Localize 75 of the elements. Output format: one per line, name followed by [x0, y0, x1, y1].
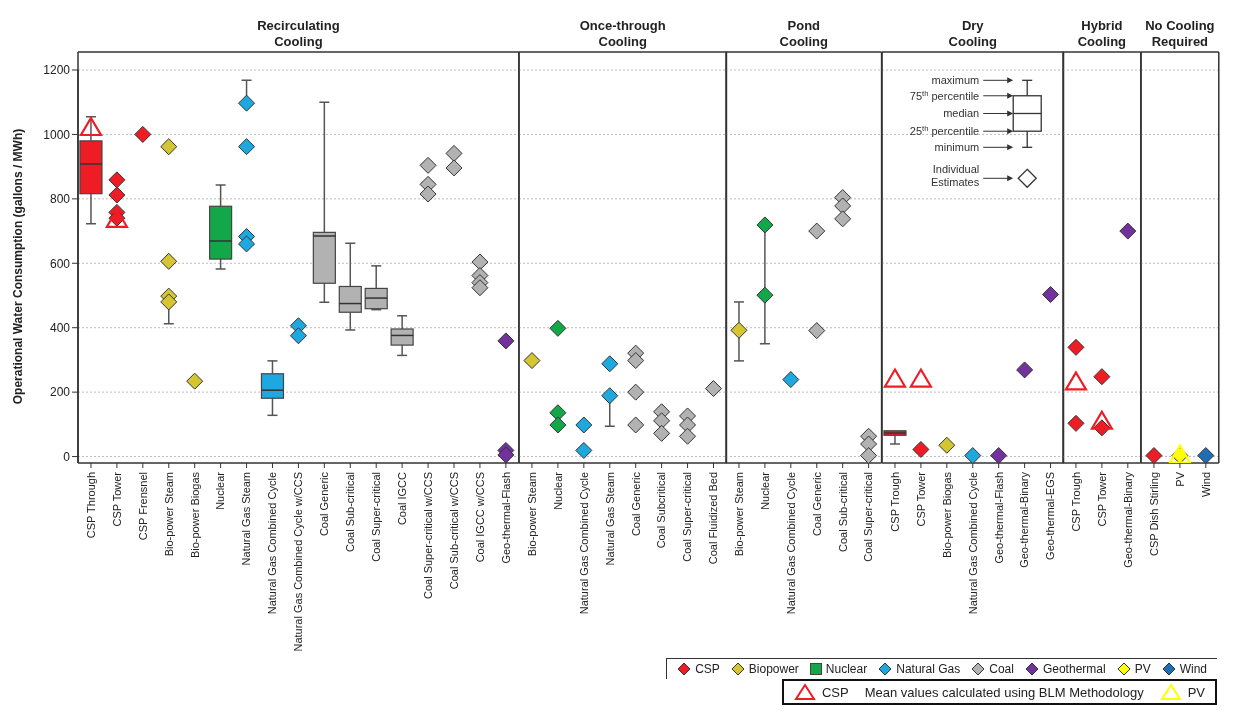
legend-label: Natural Gas — [895, 662, 961, 676]
annotation: 25$^{th}$ percentile — [909, 123, 980, 138]
legend-label: Biopower — [747, 662, 799, 676]
legend-label: CSP — [694, 662, 720, 676]
legend-label: CSP — [820, 683, 849, 701]
x-tick-label: Natural Gas Combined Cycle — [577, 472, 590, 615]
annotation: maximum — [931, 74, 980, 87]
x-tick-label: CSP Trough — [888, 471, 901, 532]
y-tick-label: 200 — [50, 385, 71, 400]
y-tick-label: 800 — [50, 192, 71, 207]
x-tick-label: Coal Subcritical — [655, 472, 668, 549]
x-tick-label: Coal Super-critical w/CCS — [421, 472, 434, 599]
x-tick-label: Natural Gas Steam — [603, 472, 616, 566]
x-tick-label: CSP Frensnel — [136, 472, 149, 541]
x-tick-label: Bio-power Biogas — [940, 471, 953, 559]
y-tick-label: 1200 — [43, 63, 71, 78]
x-tick-label: Coal Super-critical — [862, 471, 875, 562]
x-tick-label: Coal Fluidized Bed — [707, 472, 720, 565]
x-tick-label: Coal Super-critical — [370, 472, 383, 562]
x-tick-label: Geo-thermal-Binary — [1018, 471, 1031, 568]
y-tick-label: 0 — [63, 449, 71, 464]
x-tick-label: Geo-thermal-Flash — [499, 472, 512, 564]
chart-title: Recirculating Cooling — [257, 18, 340, 49]
x-tick-label: Geo-thermal-EGS — [1044, 471, 1057, 560]
x-tick-label: CSP Tower — [110, 471, 123, 527]
annotation: median — [943, 107, 980, 120]
x-tick-label: Natural Gas Steam — [240, 472, 253, 566]
x-tick-label: CSP Trough — [1070, 471, 1083, 532]
x-tick-label: Wind — [1199, 471, 1212, 498]
x-tick-label: Bio-power Steam — [733, 471, 746, 557]
x-tick-label: Bio-power Steam — [525, 472, 538, 557]
annotation: 75$^{th}$ percentile — [909, 88, 980, 102]
x-tick-label: PV — [1173, 471, 1186, 487]
y-axis-title: Operational Water Consumption (gallons / MWh) — [11, 128, 25, 405]
x-tick-label: CSP Tower — [914, 471, 927, 527]
x-tick-label: Bio-power Steam — [162, 472, 175, 557]
x-tick-label: Coal Generic — [629, 471, 642, 537]
x-tick-label: Coal Sub-critical w/CCS — [447, 472, 460, 590]
annotation: minimum — [934, 141, 980, 154]
text: Mean values calculated using BLM Methodology — [864, 684, 1144, 700]
x-tick-label: Natural Gas Combined Cycle w/CCS — [292, 472, 305, 652]
chart-title: Once-through Cooling — [579, 18, 666, 49]
x-tick-label: Coal IGCC w/CCS — [473, 472, 486, 563]
legend-label: Nuclear — [824, 662, 868, 676]
x-tick-label: Coal Sub-critical — [836, 471, 849, 552]
x-tick-label: Coal IGCC — [395, 471, 408, 526]
x-tick-label: Natural Gas Combined Cycle — [966, 471, 979, 615]
legend-label: Coal — [988, 662, 1014, 676]
x-tick-label: Natural Gas Combined Cycle — [266, 472, 279, 615]
legend-label: Wind — [1178, 662, 1207, 676]
x-tick-label: Geo-thermal-Binary — [1122, 471, 1135, 568]
y-tick-label: 600 — [50, 256, 71, 271]
x-tick-label: Nuclear — [551, 471, 564, 510]
legend-label: PV — [1133, 662, 1151, 676]
x-tick-label: Nuclear — [759, 471, 772, 510]
x-tick-label: Natural Gas Combined Cycle — [784, 471, 797, 615]
x-tick-label: Nuclear — [214, 471, 227, 510]
annotation: Individual Estimates — [930, 163, 980, 189]
x-tick-label: CSP Dish Stirling — [1147, 471, 1160, 557]
chart-title: Hybrid Cooling — [1078, 18, 1127, 49]
x-tick-label: CSP Tower — [1096, 471, 1109, 527]
x-tick-label: CSP Through — [84, 472, 97, 539]
legend-label: PV — [1186, 683, 1205, 701]
chart-title: Pond Cooling — [779, 18, 829, 49]
y-tick-label: 400 — [50, 320, 71, 335]
x-tick-label: Coal Sub-critical — [344, 472, 357, 552]
chart-title: Dry Cooling — [948, 18, 997, 49]
y-tick-label: 1000 — [43, 127, 71, 142]
x-tick-label: Geo-thermal-Flash — [992, 471, 1005, 564]
x-tick-label: Coal Generic — [318, 471, 331, 537]
chart-title: No Cooling Required — [1145, 18, 1215, 49]
x-tick-label: Coal Generic — [810, 471, 823, 537]
legend-label: Geothermal — [1041, 662, 1106, 676]
x-tick-label: Bio-power Biogas — [188, 471, 201, 559]
x-tick-label: Coal Super-critical — [681, 472, 694, 562]
